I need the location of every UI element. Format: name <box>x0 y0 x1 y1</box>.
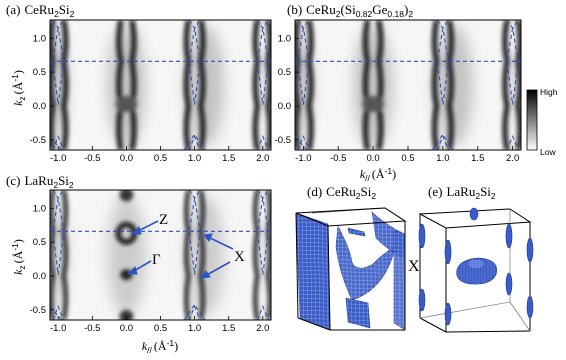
svg-text:kz(Å-1): kz(Å-1) <box>10 239 27 275</box>
x-tick-label: -0.5 <box>84 323 100 334</box>
panel-b-label: (b) CeRu2(Si0.82Ge0.18)2 <box>287 2 413 19</box>
x-tick-label: 0.5 <box>401 153 414 164</box>
y-tick-label: 0.5 <box>278 67 291 78</box>
fermi-surface-cube-e <box>418 207 534 333</box>
y-tick-label: 0.0 <box>33 271 46 282</box>
colorbar <box>526 89 538 151</box>
colorbar-high-label: High <box>540 87 558 97</box>
mesh-e <box>454 254 498 286</box>
x-tick-label: 2.0 <box>256 323 269 334</box>
x-tick-label: 1.5 <box>471 153 484 164</box>
colorbar-low-label: Low <box>540 147 556 157</box>
label-x-fs: X <box>408 258 420 275</box>
y-axis-title-top: kz(Å-1) <box>10 70 27 106</box>
panel-c-intensity-map <box>50 190 271 320</box>
x-tick-label: -1.0 <box>50 323 66 334</box>
x-tick-label: 0.0 <box>120 323 133 334</box>
y-tick-label: 1.0 <box>33 203 46 214</box>
x-tick-label: 0.0 <box>120 153 133 164</box>
mesh-d <box>295 211 406 331</box>
y-tick-label: 0.0 <box>278 101 291 112</box>
panel-e-label: (e) LaRu2Si2 <box>428 184 496 201</box>
panel-c: 1.0 0.5 0.0 -0.5 -1.0 -0.5 0.0 0.5 1.0 1.5 2.0 (c)… <box>6 173 272 334</box>
svg-text:kz(Å-1): kz(Å-1) <box>10 70 27 106</box>
fermi-sheets-d <box>295 211 406 331</box>
arrow-gamma-head <box>126 266 138 275</box>
panel-b: 1.0 0.5 0.0 -0.5 -1.0 -0.5 0.0 0.5 1.0 1.5 2.0 (b)… <box>275 2 558 164</box>
y-tick-label: -0.5 <box>30 135 46 146</box>
panel-c-label: (c) LaRu2Si2 <box>6 173 74 190</box>
y-tick-label: 0.5 <box>33 67 46 78</box>
panel-a-intensity-map <box>50 20 271 150</box>
y-tick-label: 1.0 <box>33 33 46 44</box>
x-tick-label: -0.5 <box>330 153 346 164</box>
x-axis-title-c: k//(Å-1) <box>142 338 178 355</box>
x-tick-label: 0.0 <box>367 153 380 164</box>
y-tick-label: -0.5 <box>30 305 46 316</box>
y-tick-label: 0.0 <box>33 101 46 112</box>
x-tick-label: 1.5 <box>222 153 235 164</box>
x-tick-label: 2.0 <box>506 153 519 164</box>
panel-d: (d) CeRu2Si2 <box>295 184 407 331</box>
y-axis-title-bottom: kz(Å-1) <box>10 239 27 275</box>
arrow-x-upper <box>207 236 234 250</box>
x-tick-label: 1.0 <box>436 153 449 164</box>
panel-a-label: (a) CeRu2Si2 <box>6 2 75 19</box>
x-tick-label: -0.5 <box>84 153 100 164</box>
label-gamma: Γ <box>152 252 161 268</box>
x-tick-label: 1.0 <box>188 153 201 164</box>
y-tick-label: -0.5 <box>275 135 291 146</box>
y-tick-label: 0.5 <box>33 237 46 248</box>
fermi-surface-cube-d <box>295 207 407 331</box>
x-tick-label: 0.5 <box>154 153 167 164</box>
panel-d-label: (d) CeRu2Si2 <box>307 184 376 201</box>
x-tick-label: -1.0 <box>50 153 66 164</box>
x-tick-label: 2.0 <box>256 153 269 164</box>
panel-b-intensity-map <box>295 20 521 150</box>
arrow-x-upper-head <box>203 233 213 242</box>
panel-a: 1.0 0.5 0.0 -0.5 -1.0 -0.5 0.0 0.5 1.0 1.5 2.0 (a)… <box>6 2 272 164</box>
x-tick-label: 0.5 <box>154 323 167 334</box>
label-z: Z <box>159 212 168 228</box>
x-tick-label: 1.0 <box>188 323 201 334</box>
label-x: X <box>234 249 245 265</box>
panel-c-annotations <box>126 220 234 279</box>
x-tick-label: -1.0 <box>295 153 311 164</box>
x-tick-label: 1.5 <box>222 323 235 334</box>
arrow-z-head <box>130 226 142 235</box>
fermi-sheets-e <box>418 207 534 326</box>
arrow-x-lower <box>204 261 231 277</box>
x-axis-title-b: k//(Å-1) <box>360 166 396 183</box>
y-tick-label: 1.0 <box>278 33 291 44</box>
arrow-x-lower-head <box>199 270 211 279</box>
panel-e: (e) LaRu2Si2 <box>418 184 534 333</box>
